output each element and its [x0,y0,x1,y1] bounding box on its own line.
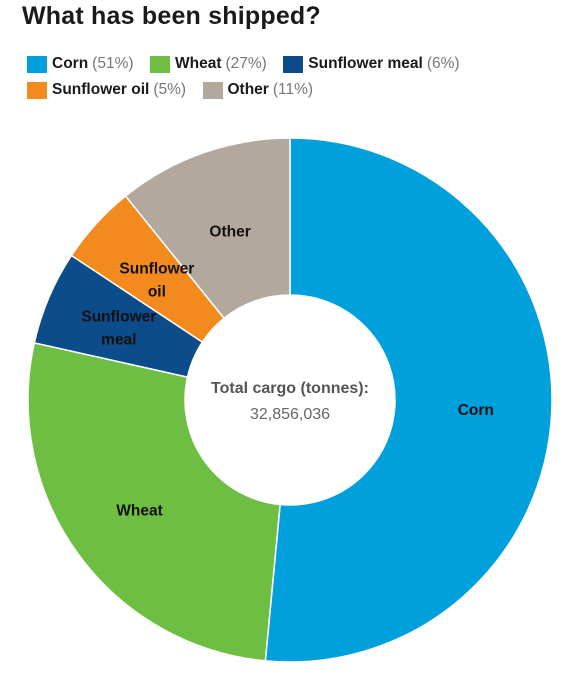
slice-label-sunflower-meal: Sunflower meal [81,309,156,349]
legend-row-1: Corn (51%) Wheat (27%) Sunflower meal (6… [27,54,547,80]
slice-label-wheat: Wheat [116,502,163,519]
legend-percent-other: (11%) [272,81,314,98]
slice-corn [264,137,553,663]
legend-percent-sunflower-oil: (5%) [153,81,187,98]
legend-item-sunflower-meal: Sunflower meal (6%) [283,54,460,74]
legend: Corn (51%) Wheat (27%) Sunflower meal (6… [27,54,547,106]
legend-label-sunflower-meal: Sunflower meal [308,55,423,72]
legend-item-other: Other (11%) [202,80,314,100]
legend-swatch-wheat [149,55,170,73]
legend-percent-sunflower-meal: (6%) [426,55,460,72]
donut-slices [27,137,553,663]
legend-percent-wheat: (27%) [225,55,267,72]
center-title: Total cargo (tonnes): [211,380,369,397]
legend-row-2: Sunflower oil (5%) Other (11%) [27,80,547,106]
slice-label-sunflower-oil: Sunflower oil [119,260,194,300]
legend-item-sunflower-oil: Sunflower oil (5%) [27,80,186,100]
legend-swatch-other [202,81,223,99]
legend-swatch-corn [27,55,47,73]
slice-label-corn: Corn [458,402,494,419]
chart-title: What has been shipped? [22,2,321,30]
slice-wheat [27,341,281,662]
donut-slice-labels: Corn Wheat Sunflower meal Sunflower oil Other [81,223,494,519]
legend-item-corn: Corn (51%) [27,54,134,74]
legend-label-other: Other [227,81,269,98]
legend-label-wheat: Wheat [174,55,222,72]
center-value: 32,856,036 [250,406,330,423]
legend-swatch-sunflower-oil [27,81,47,99]
legend-item-wheat: Wheat (27%) [149,54,267,74]
legend-percent-corn: (51%) [92,55,134,72]
legend-label-corn: Corn [52,55,89,72]
legend-label-sunflower-oil: Sunflower oil [52,81,150,98]
slice-label-other: Other [209,223,250,240]
slice-other [124,137,291,320]
legend-swatch-sunflower-meal [283,55,304,73]
